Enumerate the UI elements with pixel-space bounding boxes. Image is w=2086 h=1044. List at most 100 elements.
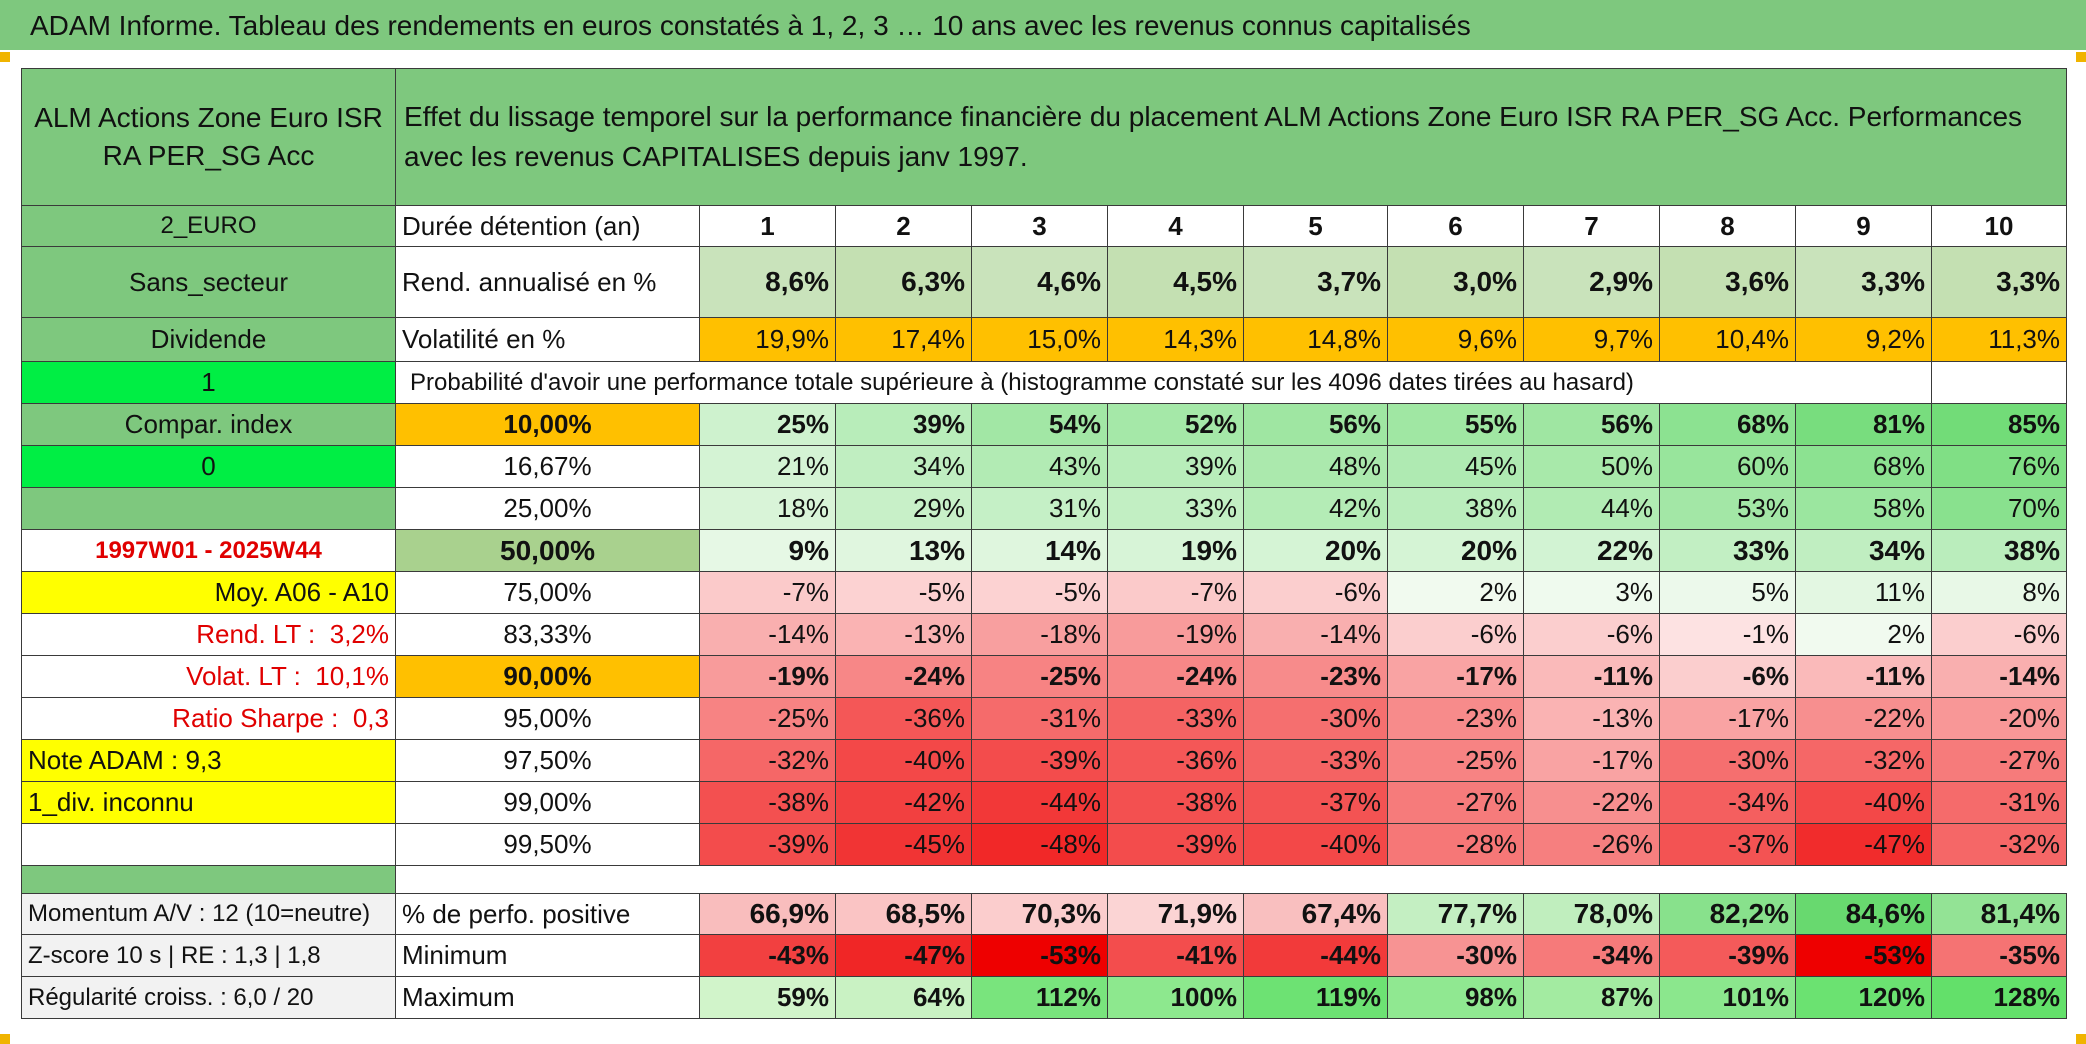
quantile-label: 25,00% <box>395 487 700 530</box>
page-title-banner: ADAM Informe. Tableau des rendements en … <box>0 0 2086 50</box>
positive-value: 67,4% <box>1243 893 1388 935</box>
year-header: 3 <box>971 205 1108 247</box>
quantile-value: -25% <box>971 655 1108 698</box>
spacer <box>395 865 2067 894</box>
quantile-value: 11% <box>1795 571 1932 614</box>
quantile-value: -1% <box>1659 613 1796 656</box>
quantile-value: 53% <box>1659 487 1796 530</box>
compar-index-label: Compar. index <box>21 403 396 446</box>
minimum-value: -43% <box>699 934 836 977</box>
vol-value: 10,4% <box>1659 317 1796 362</box>
quantile-value: -19% <box>699 655 836 698</box>
corner-marker <box>2076 1034 2086 1044</box>
vol-value: 11,3% <box>1931 317 2067 362</box>
quantile-value: -27% <box>1931 739 2067 782</box>
quantile-value: 52% <box>1107 403 1244 446</box>
flag-one: 1 <box>21 361 396 404</box>
quantile-value: 25% <box>699 403 836 446</box>
quantile-label: 99,00% <box>395 781 700 824</box>
empty-cell <box>1931 361 2067 404</box>
quantile-value: -44% <box>971 781 1108 824</box>
quantile-value: -37% <box>1243 781 1388 824</box>
quantile-value: 68% <box>1659 403 1796 446</box>
quantile-value: -18% <box>971 613 1108 656</box>
quantile-value: -6% <box>1659 655 1796 698</box>
quantile-value: -32% <box>1931 823 2067 866</box>
quantile-value: -38% <box>1107 781 1244 824</box>
rend-lt-label: Rend. LT : <box>196 619 316 649</box>
minimum-value: -34% <box>1523 934 1660 977</box>
quantile-value: -30% <box>1243 697 1388 740</box>
minimum-value: -53% <box>971 934 1108 977</box>
sharpe-value: 0,3 <box>352 703 389 733</box>
empty-cell <box>1795 361 1932 404</box>
quantile-value: 2% <box>1795 613 1932 656</box>
rend-value: 4,6% <box>971 246 1108 318</box>
quantile-value: -36% <box>835 697 972 740</box>
quantile-value: -39% <box>1107 823 1244 866</box>
quantile-value: -31% <box>971 697 1108 740</box>
quantile-value: -33% <box>1107 697 1244 740</box>
fund-name-cell: ALM Actions Zone Euro ISR RA PER_SG Acc <box>21 68 396 206</box>
quantile-value: 31% <box>971 487 1108 530</box>
quantile-value: -37% <box>1659 823 1796 866</box>
fund-name: ALM Actions Zone Euro ISR RA PER_SG Acc <box>34 102 383 171</box>
quantile-value: -11% <box>1523 655 1660 698</box>
positive-value: 78,0% <box>1523 893 1660 935</box>
quantile-value: -26% <box>1523 823 1660 866</box>
year-header: 10 <box>1931 205 2067 247</box>
quantile-value: -32% <box>1795 739 1932 782</box>
vol-value: 14,8% <box>1243 317 1388 362</box>
minimum-value: -44% <box>1243 934 1388 977</box>
quantile-value: 70% <box>1931 487 2067 530</box>
quantile-value: 85% <box>1931 403 2067 446</box>
quantile-value: -31% <box>1931 781 2067 824</box>
quantile-value: 20% <box>1243 529 1388 572</box>
quantile-label: 75,00% <box>395 571 700 614</box>
vol-label: Volatilité en % <box>395 317 700 362</box>
page-title: ADAM Informe. Tableau des rendements en … <box>30 10 1471 41</box>
volat-lt-cell: Volat. LT : 10,1% <box>21 655 396 698</box>
quantile-value: 56% <box>1243 403 1388 446</box>
note-adam: Note ADAM : 9,3 <box>21 739 396 782</box>
description-cell: Effet du lissage temporel sur la perform… <box>395 68 2067 206</box>
year-header: 5 <box>1243 205 1388 247</box>
maximum-value: 112% <box>971 976 1108 1019</box>
year-header: 4 <box>1107 205 1244 247</box>
quantile-value: -6% <box>1243 571 1388 614</box>
minimum-value: -53% <box>1795 934 1932 977</box>
maximum-value: 100% <box>1107 976 1244 1019</box>
rend-value: 3,3% <box>1795 246 1932 318</box>
quantile-value: -40% <box>835 739 972 782</box>
sharpe-cell: Ratio Sharpe : 0,3 <box>21 697 396 740</box>
quantile-value: 76% <box>1931 445 2067 488</box>
period-label: 1997W01 - 2025W44 <box>21 529 396 572</box>
quantile-value: -7% <box>1107 571 1244 614</box>
quantile-value: 33% <box>1659 529 1796 572</box>
quantile-value: -39% <box>971 739 1108 782</box>
quantile-value: 38% <box>1931 529 2067 572</box>
positive-value: 70,3% <box>971 893 1108 935</box>
maximum-label: Maximum <box>395 976 700 1019</box>
quantile-value: -42% <box>835 781 972 824</box>
positive-value: 77,7% <box>1387 893 1524 935</box>
quantile-value: -27% <box>1387 781 1524 824</box>
quantile-value: 50% <box>1523 445 1660 488</box>
quantile-value: -22% <box>1795 697 1932 740</box>
quantile-label: 16,67% <box>395 445 700 488</box>
quantile-value: 44% <box>1523 487 1660 530</box>
quantile-label: 10,00% <box>395 403 700 446</box>
quantile-value: -38% <box>699 781 836 824</box>
rend-label: Rend. annualisé en % <box>395 246 700 318</box>
quantile-value: 3% <box>1523 571 1660 614</box>
quantile-value: 22% <box>1523 529 1660 572</box>
minimum-label: Minimum <box>395 934 700 977</box>
rend-lt-value: 3,2% <box>329 619 389 649</box>
quantile-value: 45% <box>1387 445 1524 488</box>
rend-value: 3,3% <box>1931 246 2067 318</box>
quantile-value: 34% <box>1795 529 1932 572</box>
quantile-value: -20% <box>1931 697 2067 740</box>
regularite-label: Régularité croiss. : 6,0 / 20 <box>21 976 396 1019</box>
corner-marker <box>0 1034 10 1044</box>
quantile-value: -13% <box>835 613 972 656</box>
